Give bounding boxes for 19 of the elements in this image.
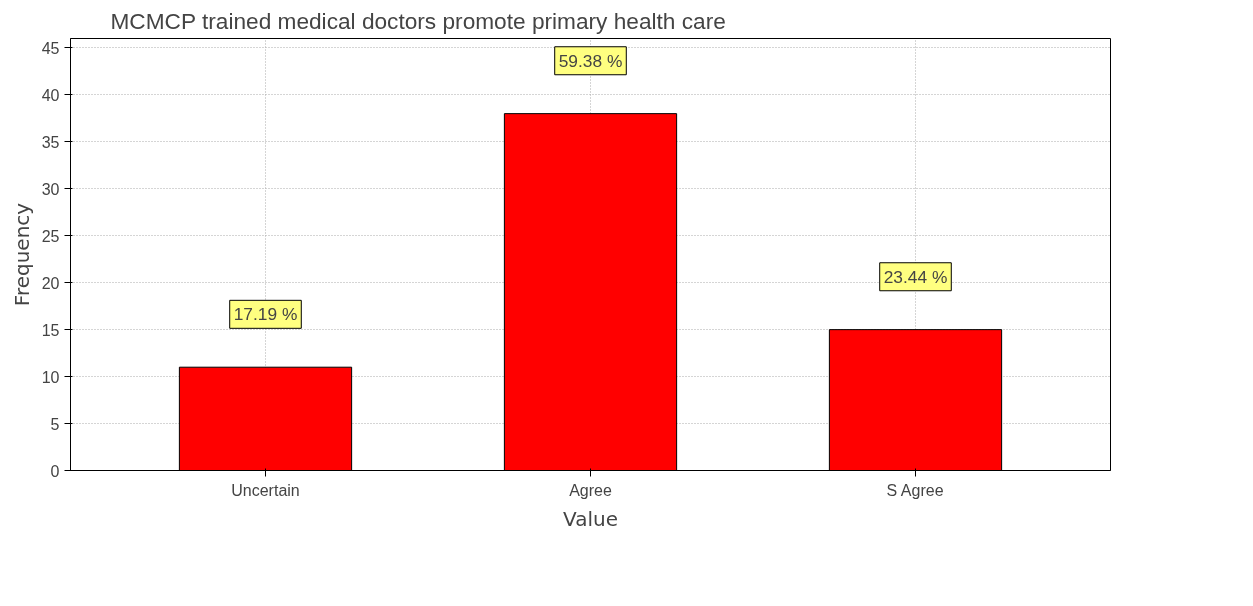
- chart-title: MCMCP trained medical doctors promote primary health care: [110, 7, 726, 34]
- x-tick-label: Agree: [569, 481, 612, 499]
- x-tick-label: S Agree: [886, 481, 944, 499]
- y-axis-title: Frequency: [9, 202, 34, 307]
- y-tick-label: 10: [41, 368, 60, 386]
- x-axis-title: Value: [563, 506, 618, 531]
- y-tick-label: 0: [50, 462, 60, 480]
- y-tick-label: 25: [41, 227, 60, 245]
- annotation: 17.19 %: [233, 304, 298, 325]
- y-tick-label: 40: [41, 86, 60, 104]
- annotation: 23.44 %: [883, 266, 948, 287]
- y-tick-label: 45: [41, 39, 60, 57]
- y-tick-label: 35: [41, 133, 60, 151]
- y-tick-label: 15: [41, 321, 60, 339]
- y-tick-label: 5: [50, 415, 60, 433]
- y-tick-label: 30: [41, 180, 60, 198]
- annotation: 59.38 %: [558, 50, 623, 71]
- x-tick-label: Uncertain: [231, 481, 300, 499]
- y-tick-label: 20: [41, 274, 60, 292]
